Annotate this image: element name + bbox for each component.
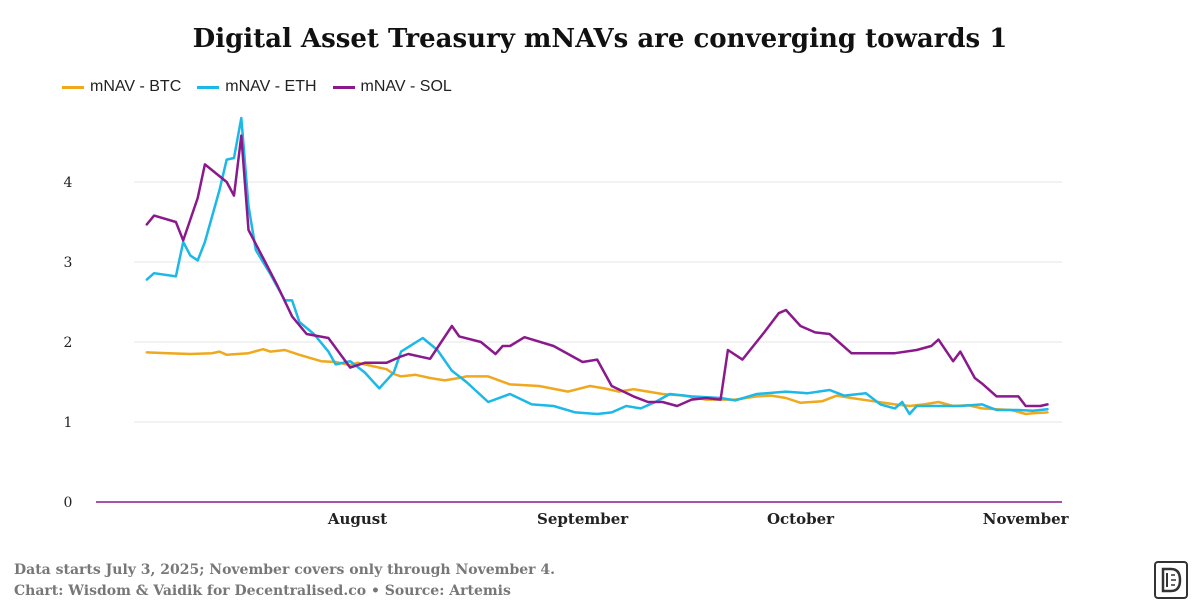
- legend-swatch-btc: [62, 85, 84, 89]
- legend-swatch-eth: [197, 85, 220, 89]
- y-tick-label-0: 0: [64, 495, 73, 511]
- footnote-line-2: Chart: Wisdom & Vaidik for Decentralised…: [14, 583, 511, 599]
- chart-legend: mNAV - BTC mNAV - ETH mNAV - SOL: [62, 78, 452, 96]
- series-line-sol: [145, 134, 1049, 408]
- legend-label-sol: mNAV - SOL: [360, 78, 452, 95]
- legend-item-eth: mNAV - ETH: [197, 78, 317, 96]
- legend-item-sol: mNAV - SOL: [332, 78, 452, 96]
- decentralised-logo-icon: [1154, 561, 1188, 599]
- series-line-eth: [145, 116, 1049, 416]
- legend-label-eth: mNAV - ETH: [225, 78, 317, 95]
- footnote: Data starts July 3, 2025; November cover…: [14, 560, 555, 602]
- x-tick-label-october: October: [767, 510, 835, 528]
- x-tick-label-november: November: [983, 510, 1070, 528]
- y-tick-label-3: 3: [64, 255, 73, 271]
- y-tick-label-1: 1: [64, 415, 73, 431]
- chart-title: Digital Asset Treasury mNAVs are converg…: [192, 24, 1008, 54]
- y-tick-label-4: 4: [64, 175, 73, 191]
- x-tick-label-august: August: [327, 510, 387, 528]
- y-tick-label-2: 2: [64, 335, 73, 351]
- legend-label-btc: mNAV - BTC: [90, 78, 182, 95]
- legend-swatch-sol: [332, 85, 355, 89]
- legend-item-btc: mNAV - BTC: [62, 78, 181, 96]
- footnote-line-1: Data starts July 3, 2025; November cover…: [14, 562, 556, 578]
- x-tick-label-september: September: [537, 510, 629, 528]
